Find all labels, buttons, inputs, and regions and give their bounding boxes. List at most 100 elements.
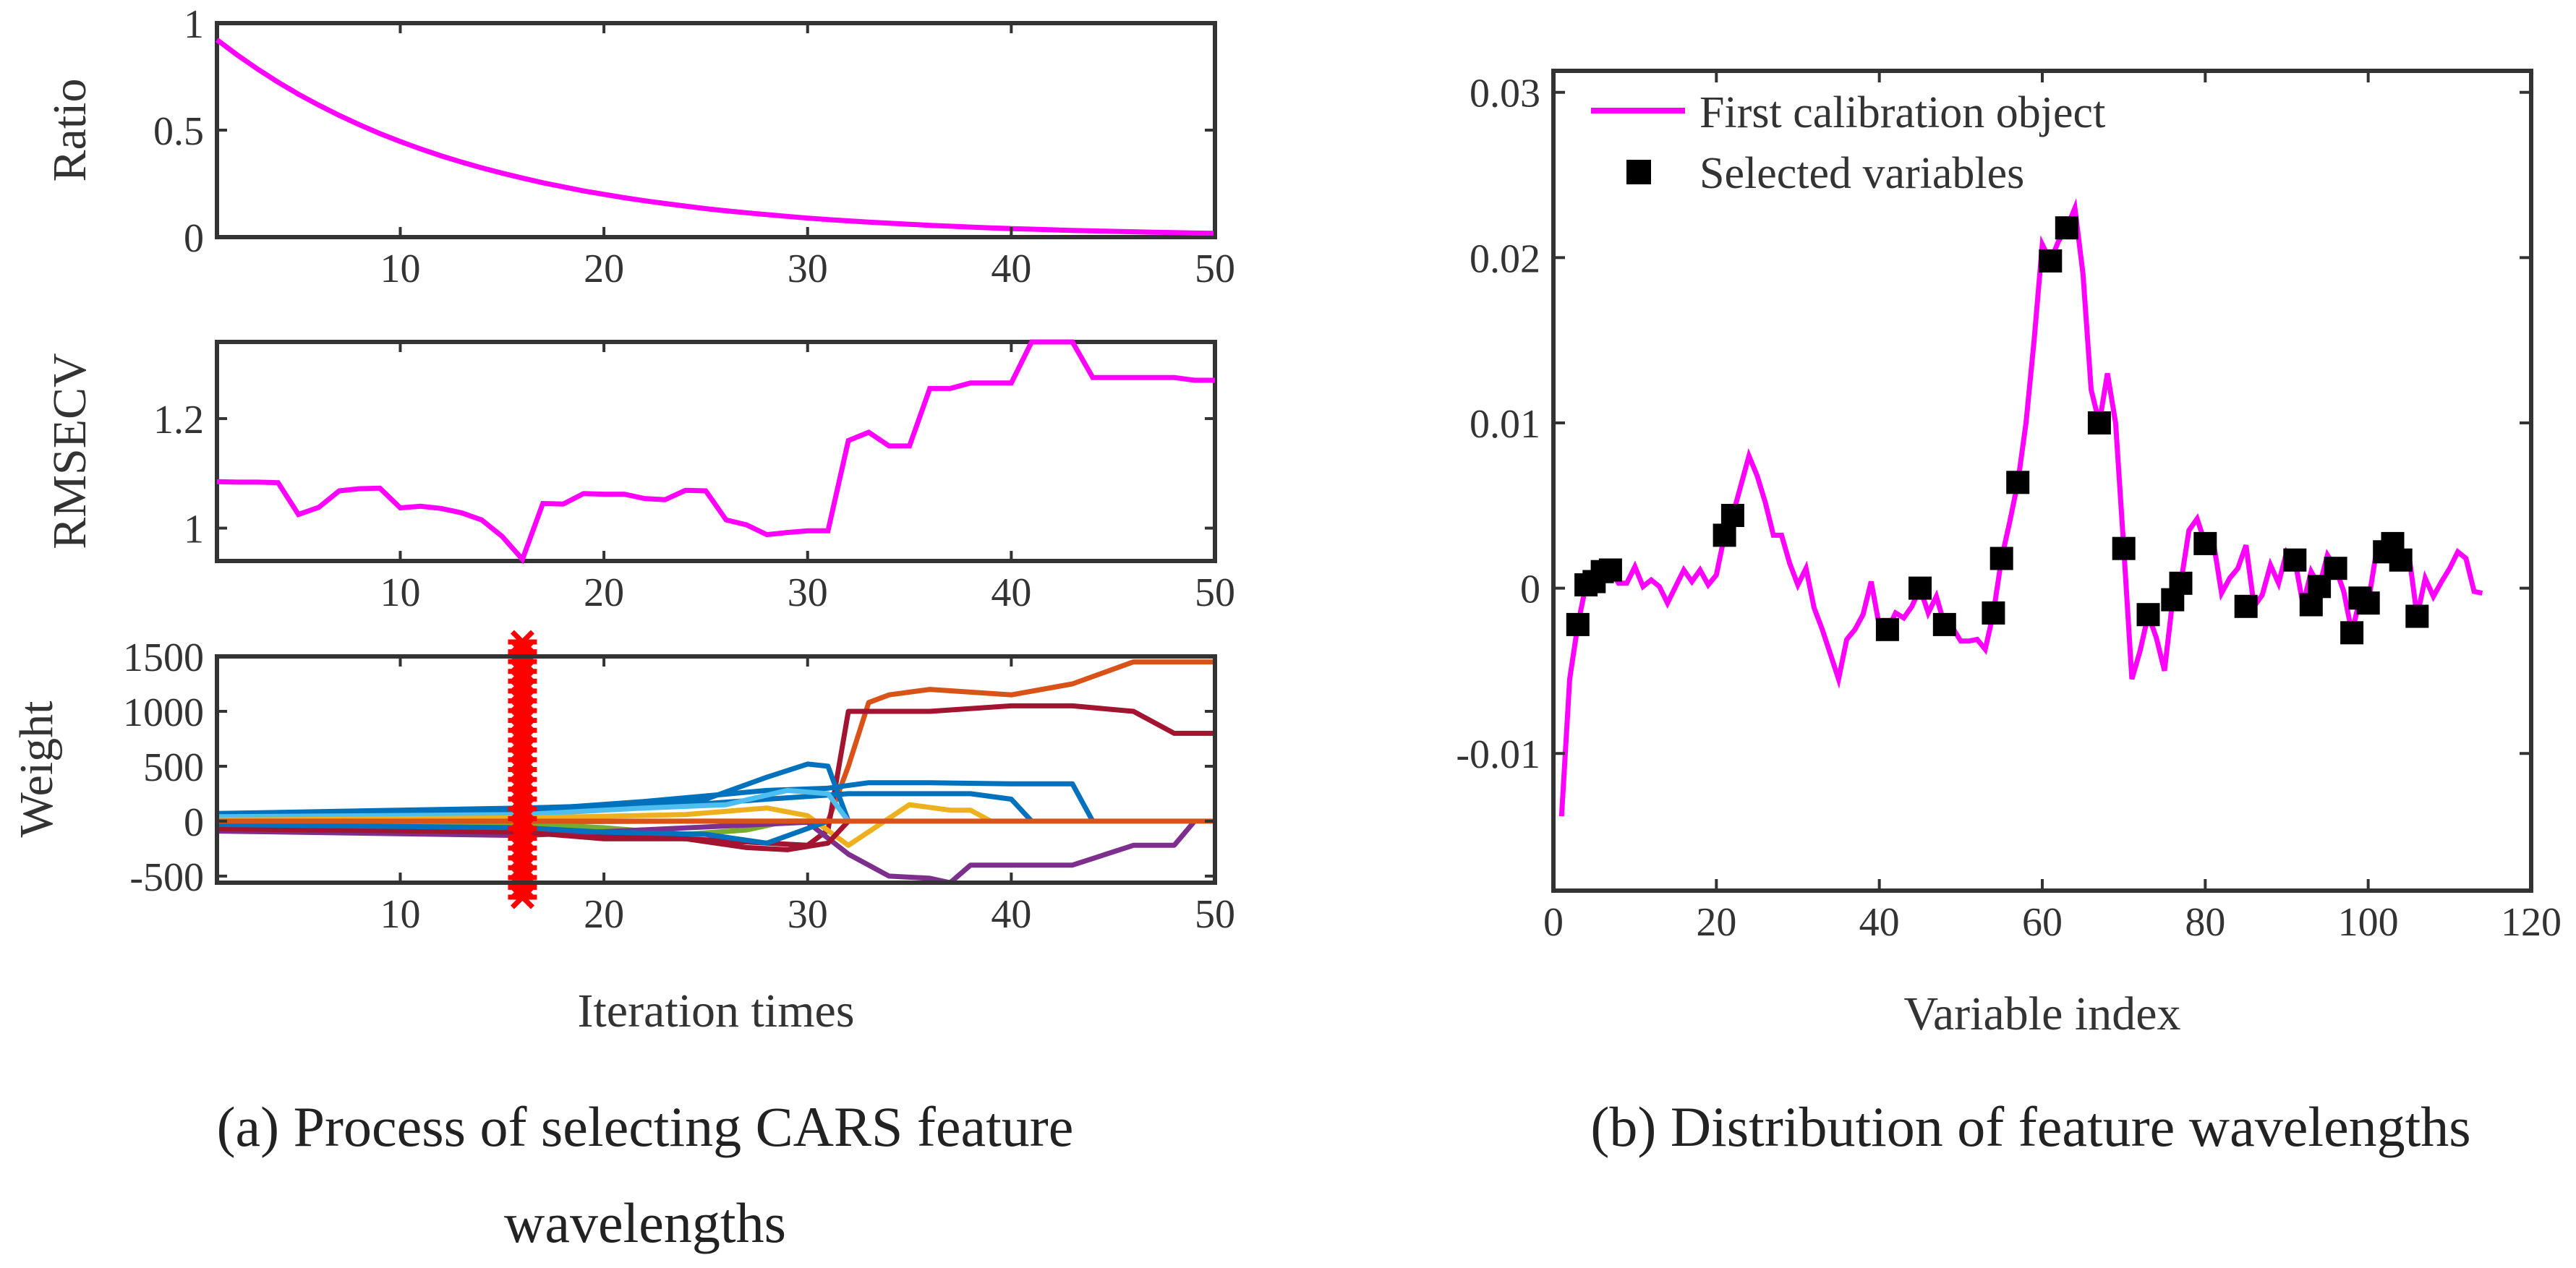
ratio-y-tick-label: 0: [184, 216, 204, 261]
ratio-y-tick-label: 0.5: [153, 109, 204, 154]
selected-variable-point: [2405, 604, 2429, 628]
ratio-y-ticks: 00.51: [153, 2, 1215, 261]
selected-variable-point: [2356, 591, 2380, 615]
weight-x-tick-label: 20: [584, 892, 624, 937]
spectrum-y-tick-label: -0.01: [1456, 732, 1540, 777]
selected-variable-point: [1875, 617, 1899, 641]
ratio-x-tick-label: 10: [380, 247, 420, 291]
selected-variable-point: [1720, 504, 1744, 527]
weight-series-w4: [217, 780, 1096, 823]
legend-entry-calibration: First calibration object: [1699, 88, 2105, 137]
weight-axes-box: [215, 654, 1217, 885]
rmsecv-axes-box: [215, 340, 1217, 563]
weight-ylabel: Weight: [10, 701, 63, 838]
weight-series-w7: [217, 802, 992, 848]
weight-x-ticks: 10 20 30 40 50: [380, 656, 1235, 937]
spectrum-x-tick-label: 80: [2185, 900, 2225, 945]
spectrum-legend: First calibration object Selected variab…: [1591, 88, 2105, 198]
weight-y-tick-label: 1000: [123, 690, 204, 735]
rmsecv-x-tick-label: 30: [788, 570, 828, 615]
rmsecv-ylabel: RMSECV: [43, 353, 96, 549]
selected-variable-point: [2055, 216, 2078, 240]
ratio-x-tick-label: 20: [584, 247, 624, 291]
legend-entry-selected: Selected variables: [1699, 149, 2024, 198]
rmsecv-y-tick-label: 1: [184, 507, 204, 552]
legend-square-swatch: [1626, 160, 1651, 184]
selected-variable-point: [2234, 594, 2258, 618]
ratio-x-ticks: 10 20 30 40 50: [380, 23, 1235, 291]
spectrum-x-tick-label: 0: [1543, 900, 1564, 945]
weight-x-tick-label: 10: [380, 892, 420, 937]
spectrum-xlabel: Variable index: [1903, 988, 2180, 1040]
ratio-panel: 10 20 30 40 50 00.51 Ratio: [43, 2, 1235, 291]
selected-variable-point: [1932, 612, 1956, 636]
spectrum-panel: 0 20 40 60 80 100 120 -0.01 0 0.01 0.02 0.03 Varia…: [1456, 69, 2562, 1040]
selected-variables-points: [1566, 216, 2429, 645]
weight-x-tick-label: 50: [1195, 892, 1235, 937]
weight-series-group: [217, 659, 1215, 883]
ratio-x-tick-label: 30: [788, 247, 828, 291]
selected-variable-point: [1566, 612, 1590, 636]
weight-series-w11: [217, 818, 829, 846]
spectrum-x-ticks: 0 20 40 60 80 100 120: [1543, 71, 2562, 945]
selected-variable-point: [2112, 536, 2136, 560]
selected-iteration-marker: [508, 630, 537, 909]
weight-panel: 10 20 30 40 50 -500 0 500 1000 1500 Weight Itera…: [10, 630, 1235, 1037]
selected-variable-point: [1989, 547, 2013, 570]
rmsecv-x-tick-label: 10: [380, 570, 420, 615]
spectrum-series-line: [1558, 198, 2483, 817]
weight-y-tick-label: 500: [143, 745, 204, 790]
selected-variable-point: [2136, 603, 2160, 627]
selected-variable-point: [1982, 601, 2005, 625]
weight-x-tick-label: 40: [991, 892, 1031, 937]
weight-y-ticks: -500 0 500 1000 1500: [123, 635, 1215, 900]
caption-a-line1: (a) Process of selecting CARS feature: [217, 1095, 1074, 1158]
ratio-series-line: [215, 38, 1216, 236]
selected-variable-point: [2283, 548, 2307, 572]
rmsecv-y-tick-label: 1.2: [153, 398, 204, 442]
spectrum-x-tick-label: 120: [2501, 900, 2562, 945]
rmsecv-series-line: [216, 339, 1215, 565]
rmsecv-x-tick-label: 50: [1195, 570, 1235, 615]
spectrum-x-tick-label: 60: [2022, 900, 2063, 945]
rmsecv-x-ticks: 10 20 30 40 50: [380, 342, 1235, 615]
spectrum-y-tick-label: 0.02: [1470, 236, 1540, 281]
selected-variable-point: [2389, 548, 2413, 572]
spectrum-x-tick-label: 100: [2338, 900, 2399, 945]
selected-variable-point: [2324, 557, 2347, 581]
weight-y-tick-label: 1500: [123, 635, 204, 680]
weight-x-tick-label: 30: [788, 892, 828, 937]
selected-variable-point: [1908, 576, 1932, 600]
spectrum-y-tick-label: 0: [1520, 567, 1540, 612]
rmsecv-x-tick-label: 40: [991, 570, 1031, 615]
ratio-ylabel: Ratio: [43, 79, 96, 182]
rmsecv-y-ticks: 11.2: [153, 398, 1215, 552]
selected-variable-point: [2193, 531, 2217, 555]
selected-variable-point: [2087, 411, 2111, 434]
spectrum-x-tick-label: 40: [1859, 900, 1900, 945]
weight-series-w10: [217, 819, 850, 852]
spectrum-x-tick-label: 20: [1696, 900, 1736, 945]
weight-series-w1: [217, 659, 1215, 826]
rmsecv-x-tick-label: 20: [584, 570, 624, 615]
rmsecv-panel: 10 20 30 40 50 11.2 RMSECV: [43, 339, 1235, 615]
selected-variable-point: [1598, 558, 1622, 582]
ratio-x-tick-label: 50: [1195, 247, 1235, 291]
weight-y-tick-label: 0: [184, 800, 204, 845]
spectrum-y-tick-label: 0.01: [1470, 402, 1540, 447]
selected-variable-point: [1713, 523, 1736, 547]
spectrum-y-ticks: -0.01 0 0.01 0.02 0.03: [1456, 72, 2531, 777]
weight-xlabel: Iteration times: [577, 985, 854, 1037]
weight-y-tick-label: -500: [129, 855, 204, 900]
selected-variable-point: [2039, 249, 2063, 273]
ratio-x-tick-label: 40: [991, 247, 1031, 291]
selected-variable-point: [2169, 571, 2193, 595]
spectrum-y-tick-label: 0.03: [1470, 72, 1540, 116]
selected-iteration-star: [508, 885, 537, 909]
ratio-y-tick-label: 1: [184, 2, 204, 47]
caption-a-line2: wavelengths: [504, 1191, 786, 1254]
selected-variable-point: [2006, 471, 2030, 494]
selected-variable-point: [2340, 621, 2364, 645]
caption-b: (b) Distribution of feature wavelengths: [1590, 1095, 2470, 1158]
